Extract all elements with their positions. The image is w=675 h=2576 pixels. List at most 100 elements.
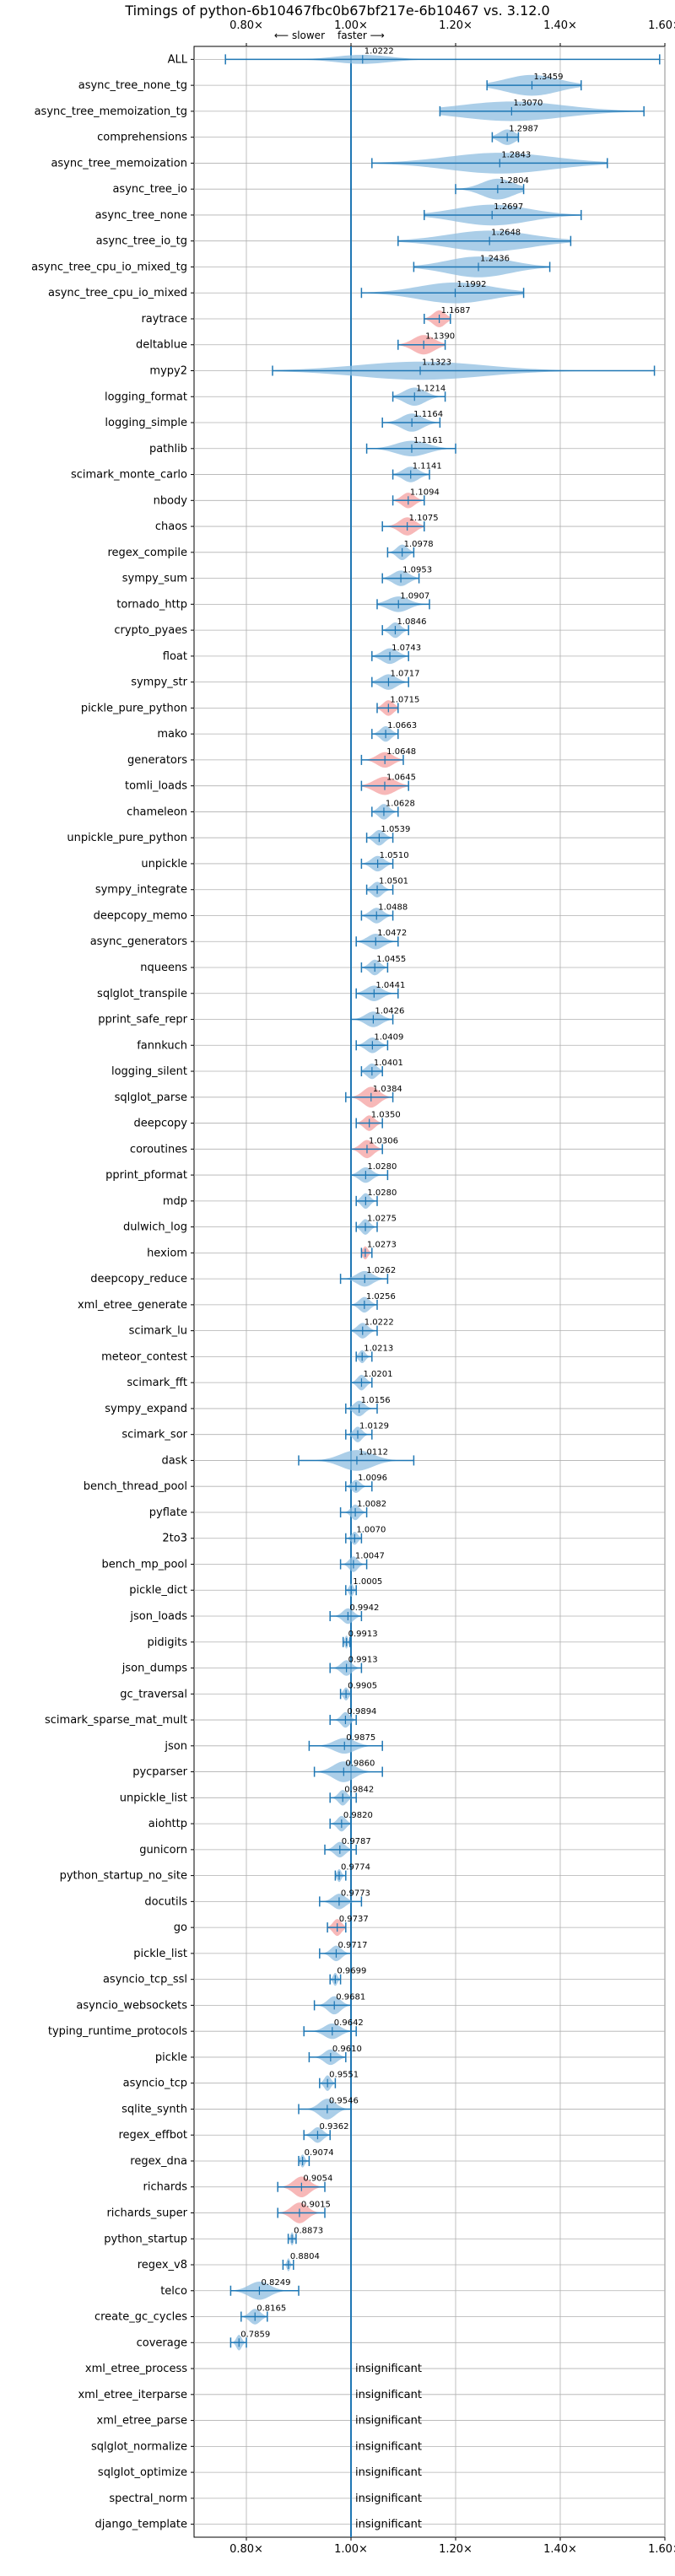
benchmark-label: docutils: [144, 1895, 187, 1908]
benchmark-label: json: [164, 1740, 187, 1753]
benchmark-label: sqlglot_normalize: [91, 2440, 187, 2453]
insignificant-label: insignificant: [355, 2389, 422, 2401]
value-label: 1.2804: [500, 176, 529, 186]
value-label: 1.0384: [373, 1085, 402, 1094]
benchmark-label: asyncio_websockets: [76, 1999, 187, 2012]
value-label: 1.1214: [416, 384, 446, 393]
value-label: 1.0743: [392, 644, 421, 653]
value-label: 0.8165: [256, 2304, 286, 2314]
benchmark-label: dask: [161, 1454, 187, 1467]
benchmark-label: float: [163, 650, 187, 663]
value-label: 1.0426: [375, 1007, 404, 1016]
value-label: 1.0129: [359, 1422, 389, 1431]
benchmark-label: regex_compile: [107, 547, 187, 559]
benchmark-label: spectral_norm: [109, 2492, 187, 2505]
benchmark-label: sympy_str: [131, 676, 187, 689]
benchmark-label: sqlglot_parse: [115, 1091, 187, 1104]
value-label: 0.7859: [240, 2330, 270, 2339]
value-label: 1.0907: [400, 591, 429, 601]
x-tick-label-bottom: 0.80×: [230, 2543, 263, 2556]
x-tick-label-bottom: 1.20×: [439, 2543, 472, 2556]
value-label: 1.2436: [480, 254, 510, 263]
benchmark-label: tornado_http: [116, 598, 187, 611]
value-label: 1.0409: [374, 1032, 403, 1042]
value-label: 1.0401: [374, 1059, 403, 1068]
benchmark-label: richards: [143, 2181, 188, 2194]
benchmark-label: mypy2: [149, 365, 187, 378]
value-label: 1.0047: [355, 1551, 385, 1560]
benchmark-label: pyflate: [149, 1506, 187, 1519]
benchmark-label: gc_traversal: [120, 1688, 187, 1700]
benchmark-label: bench_mp_pool: [101, 1558, 187, 1571]
value-label: 1.0648: [386, 747, 416, 757]
value-label: 1.3070: [513, 99, 543, 108]
benchmark-label: chameleon: [127, 806, 187, 818]
value-label: 0.9774: [341, 1863, 370, 1873]
x-tick-label-top: 1.40×: [543, 19, 577, 32]
benchmark-label: crypto_pyaes: [114, 624, 187, 637]
benchmark-label: sympy_expand: [105, 1403, 187, 1415]
x-tick-label-bottom: 1.40×: [543, 2543, 577, 2556]
benchmark-label: pprint_pformat: [105, 1169, 187, 1182]
benchmark-label: meteor_contest: [101, 1350, 187, 1363]
benchmark-label: async_generators: [90, 935, 188, 948]
benchmark-label: mdp: [163, 1195, 187, 1208]
x-tick-label-top: 0.80×: [230, 19, 263, 32]
value-label: 1.2697: [494, 202, 523, 212]
insignificant-label: insignificant: [355, 2440, 422, 2453]
benchmark-label: pickle_pure_python: [81, 702, 187, 714]
value-label: 0.8873: [294, 2226, 323, 2235]
benchmark-label: pprint_safe_repr: [98, 1014, 187, 1027]
benchmark-label: gunicorn: [139, 1844, 187, 1857]
value-label: 1.0846: [397, 617, 426, 627]
benchmark-label: regex_effbot: [118, 2129, 187, 2142]
value-label: 1.0715: [390, 695, 419, 704]
benchmark-label: comprehensions: [97, 132, 187, 144]
x-tick-label-top: 1.60×: [648, 19, 675, 32]
benchmark-label: logging_format: [105, 391, 187, 403]
benchmark-label: raytrace: [141, 313, 187, 326]
value-label: 1.1161: [413, 436, 443, 445]
benchmark-label: deepcopy_memo: [94, 909, 187, 922]
benchmark-label: telco: [160, 2285, 187, 2298]
benchmark-label: nqueens: [140, 962, 187, 974]
value-label: 1.1687: [441, 306, 471, 315]
benchmark-label: pickle_list: [133, 1948, 187, 1960]
value-label: 0.9820: [343, 1811, 373, 1820]
benchmark-label: go: [174, 1921, 187, 1934]
value-label: 1.0501: [379, 877, 408, 887]
value-label: 1.0645: [386, 773, 416, 783]
value-label: 0.9773: [341, 1889, 370, 1898]
value-label: 0.9362: [319, 2122, 348, 2131]
value-label: 0.9642: [334, 2018, 364, 2028]
plot-area: 0.80× 0.80× 1.00× 1.00× 1.20× 1.20× 1.40× 1.40×…: [31, 19, 675, 2556]
value-label: 1.0306: [369, 1136, 398, 1145]
value-label: 1.0953: [402, 566, 432, 575]
benchmark-label: scimark_monte_carlo: [71, 469, 187, 482]
benchmark-label: coroutines: [130, 1143, 187, 1156]
value-label: 1.0256: [366, 1292, 396, 1301]
benchmark-label: async_tree_cpu_io_mixed_tg: [31, 261, 187, 273]
value-label: 0.9942: [349, 1603, 379, 1613]
benchmark-label: scimark_sor: [122, 1429, 187, 1442]
benchmark-label: bench_thread_pool: [84, 1480, 187, 1493]
insignificant-label: insignificant: [355, 2466, 422, 2479]
benchmark-label: sqlglot_optimize: [98, 2466, 187, 2479]
value-label: 1.0488: [378, 903, 408, 912]
insignificant-label: insignificant: [355, 2363, 422, 2375]
value-label: 1.2987: [509, 125, 538, 134]
value-label: 0.9681: [336, 1992, 365, 2002]
value-label: 1.2843: [501, 150, 531, 159]
value-label: 1.0628: [386, 799, 415, 808]
value-label: 1.1094: [410, 488, 440, 497]
benchmark-label: xml_etree_generate: [78, 1299, 187, 1312]
value-label: 0.9699: [337, 1967, 366, 1976]
value-label: 1.0280: [367, 1188, 397, 1198]
benchmark-label: sqlglot_transpile: [97, 988, 187, 1000]
benchmark-label: json_loads: [129, 1610, 187, 1623]
value-label: 1.0441: [375, 981, 405, 990]
value-label: 1.0663: [387, 721, 417, 730]
value-label: 0.9905: [348, 1681, 377, 1690]
x-tick-label-bottom: 1.60×: [648, 2543, 675, 2556]
benchmark-label: chaos: [155, 520, 187, 533]
